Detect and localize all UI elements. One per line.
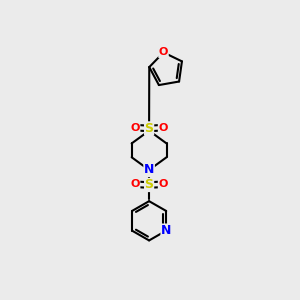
Text: O: O: [158, 123, 168, 133]
Text: S: S: [145, 178, 154, 191]
Text: N: N: [144, 164, 154, 176]
Text: O: O: [130, 179, 140, 189]
Text: O: O: [130, 123, 140, 133]
Text: O: O: [158, 179, 168, 189]
Text: O: O: [159, 47, 168, 57]
Text: N: N: [161, 224, 171, 237]
Text: S: S: [145, 122, 154, 135]
